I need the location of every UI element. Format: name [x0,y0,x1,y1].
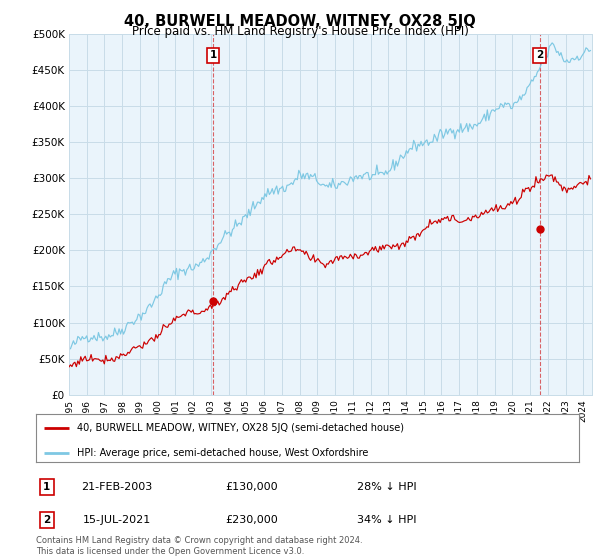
Text: 1: 1 [209,50,217,60]
Text: £130,000: £130,000 [226,482,278,492]
Text: HPI: Average price, semi-detached house, West Oxfordshire: HPI: Average price, semi-detached house,… [77,449,368,459]
Text: Price paid vs. HM Land Registry's House Price Index (HPI): Price paid vs. HM Land Registry's House … [131,25,469,38]
Text: 28% ↓ HPI: 28% ↓ HPI [357,482,417,492]
Text: 15-JUL-2021: 15-JUL-2021 [83,515,151,525]
Text: 2: 2 [536,50,544,60]
Text: 2: 2 [43,515,50,525]
Text: 34% ↓ HPI: 34% ↓ HPI [357,515,417,525]
Text: 40, BURWELL MEADOW, WITNEY, OX28 5JQ (semi-detached house): 40, BURWELL MEADOW, WITNEY, OX28 5JQ (se… [77,423,404,433]
Text: 21-FEB-2003: 21-FEB-2003 [82,482,152,492]
Text: 1: 1 [43,482,50,492]
Text: £230,000: £230,000 [226,515,278,525]
Text: 40, BURWELL MEADOW, WITNEY, OX28 5JQ: 40, BURWELL MEADOW, WITNEY, OX28 5JQ [124,14,476,29]
Text: Contains HM Land Registry data © Crown copyright and database right 2024.
This d: Contains HM Land Registry data © Crown c… [36,536,362,556]
